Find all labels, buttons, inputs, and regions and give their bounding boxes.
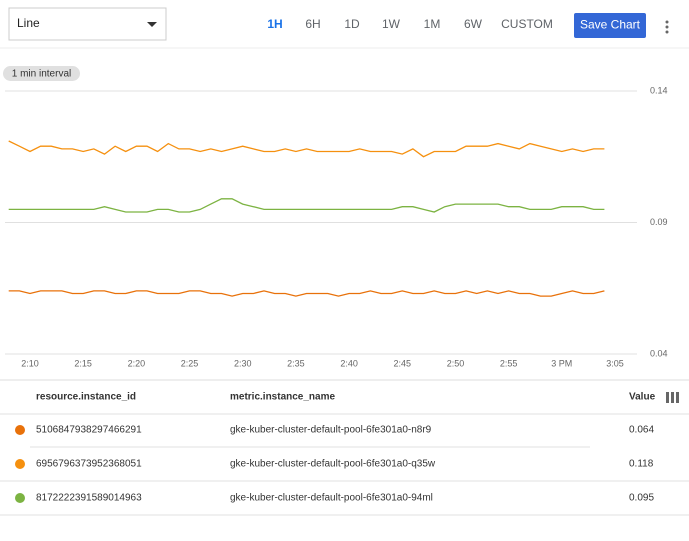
column-header: metric.instance_name [230, 392, 335, 403]
x-tick-label: 2:40 [340, 358, 358, 368]
last-value: 0.118 [629, 459, 654, 470]
x-tick-label: 3 PM [551, 358, 572, 368]
y-tick-label: 0.04 [650, 348, 668, 358]
instance-name: gke-kuber-cluster-default-pool-6fe301a0-… [230, 425, 432, 436]
series-line [8, 140, 605, 158]
legend-dot [15, 493, 25, 503]
x-tick-label: 2:55 [500, 358, 518, 368]
x-tick-label: 2:10 [21, 358, 39, 368]
range-button[interactable]: 6H [305, 17, 320, 31]
instance-id: 5106847938297466291 [36, 425, 142, 436]
column-header: Value [629, 392, 656, 403]
legend-dot [15, 425, 25, 435]
legend-dot [15, 459, 25, 469]
save-label: Save Chart [580, 18, 641, 32]
column-header: resource.instance_id [36, 392, 136, 403]
last-value: 0.064 [629, 425, 654, 436]
x-tick-label: 3:05 [606, 358, 624, 368]
dropdown-arrow [147, 22, 157, 27]
instance-id: 6956796373952368051 [36, 459, 142, 470]
range-button[interactable]: 1W [382, 17, 401, 31]
save-button[interactable] [574, 13, 646, 38]
x-tick-label: 2:45 [394, 358, 412, 368]
y-tick-label: 0.09 [650, 217, 668, 227]
last-value: 0.095 [629, 493, 654, 504]
chart-type-select[interactable] [8, 7, 167, 41]
chart-type-value: Line [17, 16, 40, 30]
instance-id: 8172222391589014963 [36, 493, 142, 504]
series-line [8, 198, 605, 213]
x-tick-label: 2:25 [181, 358, 199, 368]
interval-chip [3, 66, 80, 81]
series-line [8, 290, 605, 297]
x-tick-label: 2:50 [447, 358, 465, 368]
range-button[interactable]: 1M [424, 17, 441, 31]
columns-icon[interactable] [666, 392, 679, 403]
range-button[interactable]: 6W [464, 17, 483, 31]
range-button[interactable]: 1D [344, 17, 360, 31]
range-button[interactable]: 1H [267, 17, 282, 31]
instance-name: gke-kuber-cluster-default-pool-6fe301a0-… [230, 459, 436, 470]
interval-label: 1 min interval [12, 69, 71, 80]
more-menu[interactable] [665, 20, 669, 34]
x-tick-label: 2:20 [128, 358, 146, 368]
x-tick-label: 2:35 [287, 358, 305, 368]
instance-name: gke-kuber-cluster-default-pool-6fe301a0-… [230, 493, 433, 504]
y-tick-label: 0.14 [650, 85, 668, 95]
x-tick-label: 2:30 [234, 358, 252, 368]
x-tick-label: 2:15 [74, 358, 92, 368]
range-button[interactable]: CUSTOM [501, 17, 553, 31]
